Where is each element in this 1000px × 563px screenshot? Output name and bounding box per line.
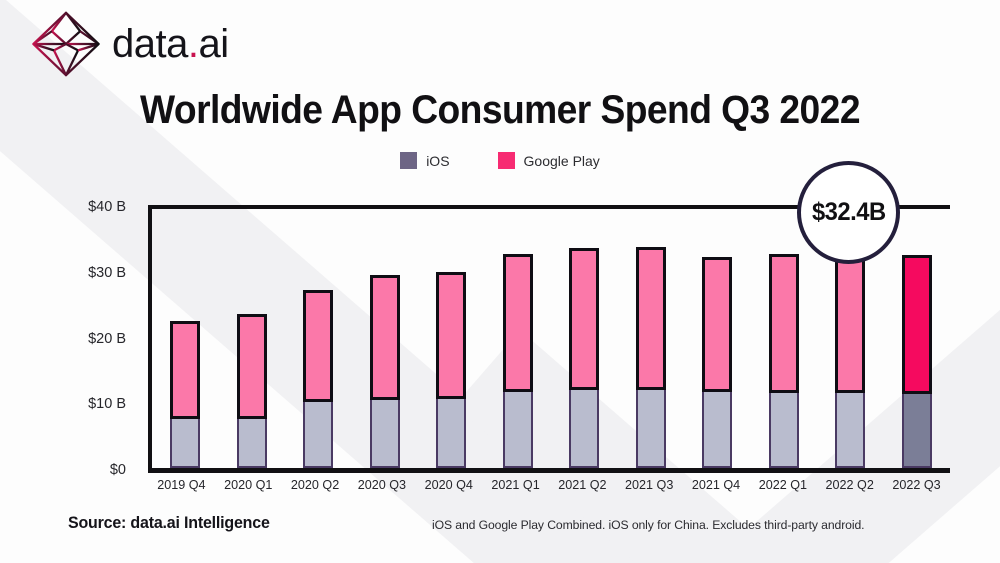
brand-name-suffix: ai <box>198 22 229 66</box>
bar-segment-google-play[interactable] <box>835 256 866 394</box>
x-axis-tick-label: 2022 Q2 <box>825 478 874 492</box>
bar-segment-google-play[interactable] <box>901 254 932 394</box>
stacked-bar[interactable] <box>569 247 600 468</box>
brand-wordmark: data.ai <box>112 24 229 64</box>
legend-item-google-play: Google Play <box>497 152 600 169</box>
bar-segment-ios[interactable] <box>436 398 467 468</box>
stacked-bar[interactable] <box>768 253 799 468</box>
bar-chart-plot <box>148 205 950 473</box>
bar-segment-ios[interactable] <box>369 400 400 468</box>
stacked-bar[interactable] <box>170 321 201 468</box>
chart-legend: iOS Google Play <box>0 152 1000 169</box>
bar-segment-google-play[interactable] <box>569 247 600 391</box>
y-axis-labels: $0 $10 B $20 B $30 B $40 B <box>0 199 140 478</box>
bar-group[interactable] <box>418 205 485 468</box>
bar-segment-ios[interactable] <box>768 393 799 468</box>
bar-segment-google-play[interactable] <box>702 256 733 393</box>
x-axis-tick-label: 2020 Q3 <box>357 478 407 492</box>
legend-label-google-play: Google Play <box>523 152 600 169</box>
stacked-bar[interactable] <box>502 254 533 468</box>
bar-group[interactable] <box>884 205 951 468</box>
bar-segment-google-play[interactable] <box>236 313 267 419</box>
stacked-bar[interactable] <box>369 275 400 468</box>
bar-group[interactable] <box>152 205 219 468</box>
plot-top-rule <box>148 205 950 209</box>
y-axis-line <box>148 205 152 473</box>
bar-segment-google-play[interactable] <box>502 254 533 392</box>
bar-segment-ios[interactable] <box>303 402 334 468</box>
bar-group[interactable] <box>352 205 419 468</box>
bar-segment-google-play[interactable] <box>436 272 467 399</box>
bar-group[interactable] <box>285 205 352 468</box>
brand-name-main: data <box>112 22 188 66</box>
x-axis-tick-label: 2022 Q3 <box>892 478 941 492</box>
bar-segment-ios[interactable] <box>635 390 666 468</box>
y-axis-tick-label: $10 B <box>88 396 126 413</box>
bar-segment-ios[interactable] <box>901 393 932 468</box>
x-axis-tick-label: 2021 Q2 <box>558 478 607 492</box>
bar-segment-google-play[interactable] <box>635 247 666 391</box>
legend-label-ios: iOS <box>426 152 450 169</box>
stacked-bar[interactable] <box>236 313 267 468</box>
bar-group[interactable] <box>219 205 286 468</box>
x-axis-tick-label: 2021 Q1 <box>491 478 540 492</box>
stacked-bar[interactable] <box>635 247 666 468</box>
value-callout-badge: $32.4B <box>797 161 900 264</box>
bar-group[interactable] <box>618 205 685 468</box>
y-axis-tick-label: $0 <box>109 462 126 478</box>
x-axis-labels: 2019 Q4 2020 Q1 2020 Q2 2020 Q3 2020 Q4 2021 … <box>148 478 950 492</box>
bar-group[interactable] <box>817 205 884 468</box>
bar-group[interactable] <box>551 205 618 468</box>
bar-group[interactable] <box>684 205 751 468</box>
legend-swatch-google-play <box>497 152 515 169</box>
bar-segment-google-play[interactable] <box>303 290 334 403</box>
x-axis-tick-label: 2022 Q1 <box>758 478 808 492</box>
legend-item-ios: iOS <box>400 152 450 169</box>
bar-segment-google-play[interactable] <box>369 275 400 401</box>
footer-source: Source: data.ai Intelligence <box>68 513 270 532</box>
y-axis-tick-label: $30 B <box>88 264 126 281</box>
legend-swatch-ios <box>400 152 418 169</box>
bar-segment-ios[interactable] <box>236 418 267 468</box>
x-axis-tick-label: 2019 Q4 <box>157 478 206 492</box>
bar-segment-ios[interactable] <box>170 418 201 468</box>
x-axis-line <box>148 468 950 473</box>
bar-group[interactable] <box>485 205 552 468</box>
brand-logo: data.ai <box>30 10 229 78</box>
bar-group[interactable] <box>751 205 818 468</box>
bar-segment-ios[interactable] <box>702 392 733 468</box>
x-axis-tick-label: 2021 Q4 <box>691 478 741 492</box>
stacked-bar[interactable] <box>901 254 932 468</box>
stacked-bar[interactable] <box>303 290 334 468</box>
diamond-gem-icon <box>30 10 102 78</box>
stacked-bar[interactable] <box>436 272 467 468</box>
y-axis-tick-label: $40 B <box>88 199 126 215</box>
bar-series-container <box>152 205 950 468</box>
stacked-bar[interactable] <box>702 256 733 468</box>
x-axis-tick-label: 2020 Q1 <box>224 478 273 492</box>
bar-segment-google-play[interactable] <box>170 321 201 419</box>
page-title: Worldwide App Consumer Spend Q3 2022 <box>140 88 860 132</box>
stacked-bar[interactable] <box>835 256 866 468</box>
bar-segment-ios[interactable] <box>569 390 600 468</box>
bar-segment-ios[interactable] <box>502 391 533 468</box>
x-axis-tick-label: 2021 Q3 <box>625 478 674 492</box>
bar-segment-ios[interactable] <box>835 393 866 468</box>
x-axis-tick-label: 2020 Q2 <box>290 478 340 492</box>
bar-segment-google-play[interactable] <box>768 253 799 394</box>
brand-name-dot: . <box>187 22 199 66</box>
footer-note: iOS and Google Play Combined. iOS only f… <box>432 518 865 532</box>
x-axis-tick-label: 2020 Q4 <box>424 478 473 492</box>
callout-value: $32.4B <box>811 198 886 226</box>
y-axis-tick-label: $20 B <box>88 330 126 347</box>
